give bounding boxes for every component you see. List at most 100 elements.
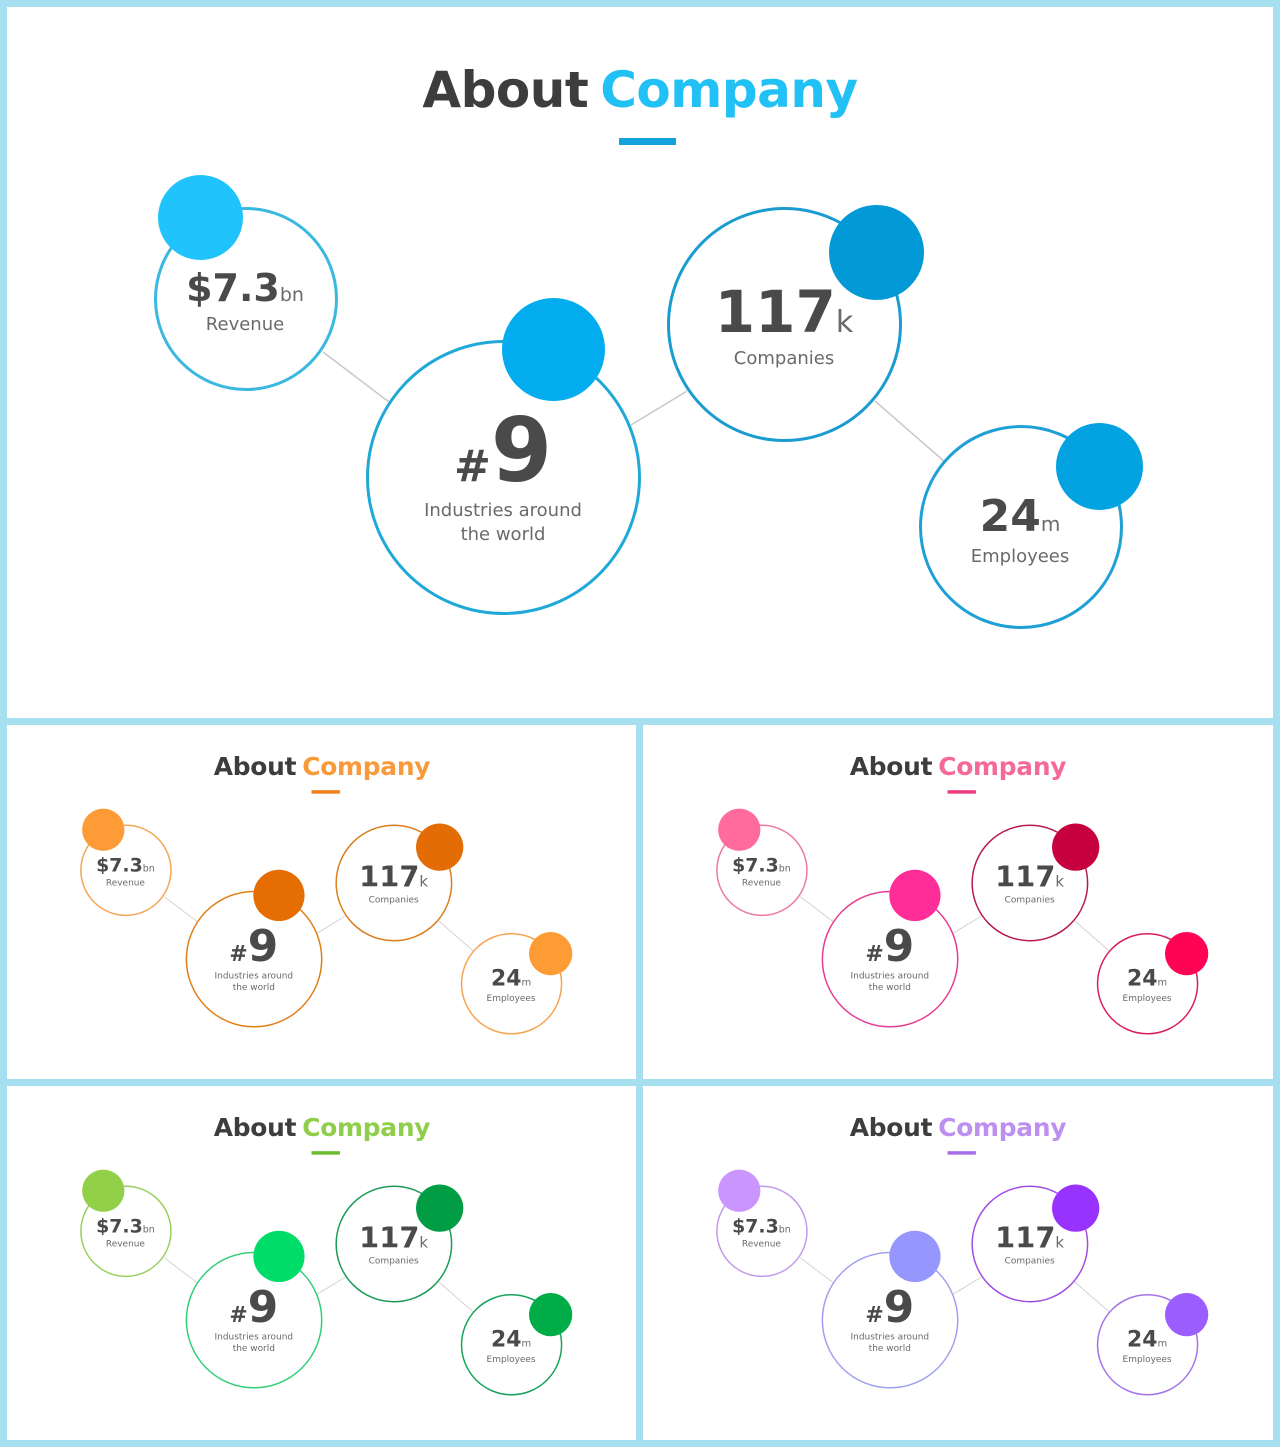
slide-orange: About Company $7.3bn Revenue #9 Industrie… — [7, 725, 636, 1079]
title-highlight: Company — [302, 1112, 431, 1142]
title-underline — [947, 790, 976, 794]
slide-purple: About Company $7.3bn Revenue #9 Industrie… — [643, 1086, 1273, 1440]
industries-stat: #9 Industries around the world — [187, 924, 320, 994]
industries-label: Industries around the world — [823, 1331, 956, 1355]
industries-label: Industries around the world — [369, 499, 637, 548]
revenue-ring — [154, 207, 338, 391]
employees-stat: 24m Employees — [922, 495, 1118, 569]
industries-label-line1: Industries around — [850, 970, 930, 981]
companies-dot — [1052, 823, 1100, 871]
slide-title: About Company — [643, 1115, 1273, 1140]
revenue-dot — [158, 175, 243, 260]
title-highlight: Company — [938, 751, 1067, 781]
slide-pink: About Company $7.3bn Revenue #9 Industrie… — [643, 725, 1273, 1079]
connector-line — [874, 400, 946, 463]
revenue-value: $7.3 — [96, 1214, 143, 1237]
revenue-unit: bn — [279, 284, 304, 306]
employees-value: 24 — [979, 491, 1041, 542]
connector-line — [164, 896, 200, 924]
companies-label: Companies — [733, 348, 835, 369]
employees-label: Employees — [1122, 993, 1172, 1004]
about-company-slide-purple: About Company $7.3bn Revenue #9 Industrie… — [643, 1086, 1273, 1440]
slide-blue: About Company $7.3bn Revenue #9 Industrie… — [7, 7, 1273, 718]
companies-dot — [829, 205, 924, 300]
employees-dot — [528, 1293, 573, 1337]
employees-value: 24 — [490, 965, 522, 992]
revenue-value: $7.3 — [732, 1214, 779, 1237]
companies-value: 117 — [359, 1220, 420, 1255]
revenue-label: Revenue — [105, 877, 145, 889]
industries-ring — [366, 340, 641, 615]
companies-label: Companies — [1004, 894, 1055, 906]
employees-dot — [1164, 1293, 1209, 1337]
connector-line — [800, 896, 836, 924]
about-company-slide-green: About Company $7.3bn Revenue #9 Industrie… — [7, 1086, 636, 1440]
industries-value: 9 — [883, 1281, 915, 1333]
companies-dot — [1052, 1184, 1100, 1232]
companies-value: 117 — [714, 278, 836, 346]
industries-stat: #9 Industries around the world — [823, 1285, 956, 1355]
employees-value: 24 — [490, 1326, 522, 1353]
connector-line — [164, 1257, 200, 1285]
employees-dot — [1164, 932, 1209, 976]
companies-unit: k — [419, 1234, 429, 1252]
industries-label: Industries around the world — [187, 1331, 320, 1355]
employees-stat: 24m Employees — [462, 1329, 560, 1366]
title-highlight: Company — [600, 61, 858, 119]
companies-stat: 117k Companies — [336, 862, 450, 906]
companies-stat: 117k Companies — [972, 862, 1086, 906]
slide-green: About Company $7.3bn Revenue #9 Industrie… — [7, 1086, 636, 1440]
employees-stat: 24m Employees — [1098, 968, 1196, 1005]
title-prefix: About — [213, 1112, 297, 1142]
industries-dot — [253, 869, 305, 922]
companies-unit: k — [1055, 1234, 1065, 1252]
industries-label-line2: the world — [232, 1343, 275, 1354]
employees-label: Employees — [1122, 1354, 1172, 1365]
connector-line — [438, 920, 474, 952]
connector-line — [317, 1276, 346, 1295]
connector-lines — [164, 1257, 474, 1313]
revenue-value: $7.3 — [732, 853, 779, 876]
connector-line — [438, 1281, 474, 1313]
industries-stat: #9 Industries around the world — [187, 1285, 320, 1355]
employees-unit: m — [521, 1337, 532, 1350]
revenue-value: $7.3 — [186, 266, 280, 310]
industries-stat: #9 Industries around the world — [823, 924, 956, 994]
employees-label: Employees — [970, 546, 1070, 567]
employees-value: 24 — [1126, 1326, 1158, 1353]
connector-line — [1074, 920, 1110, 952]
industries-value: 9 — [883, 920, 915, 972]
industries-label: Industries around the world — [187, 970, 320, 994]
employees-value: 24 — [1126, 965, 1158, 992]
industries-dot — [889, 1230, 941, 1283]
employees-unit: m — [1157, 976, 1168, 989]
companies-unit: k — [1055, 873, 1065, 891]
industries-stat: #9 Industries around the world — [369, 407, 637, 548]
industries-label-line2: the world — [868, 982, 911, 993]
about-company-slide-orange: About Company $7.3bn Revenue #9 Industrie… — [7, 725, 636, 1079]
industries-label: Industries around the world — [823, 970, 956, 994]
revenue-label: Revenue — [741, 877, 781, 889]
employees-stat: 24m Employees — [462, 968, 560, 1005]
employees-dot — [1056, 423, 1143, 510]
companies-stat: 117k Companies — [972, 1223, 1086, 1267]
industries-ring — [185, 1251, 323, 1389]
revenue-dot — [82, 1169, 125, 1212]
companies-label: Companies — [368, 894, 419, 906]
title-underline — [947, 1151, 976, 1155]
companies-dot — [416, 1184, 464, 1232]
industries-label-line1: Industries around — [850, 1331, 930, 1342]
companies-stat: 117k Companies — [669, 283, 899, 371]
slide-title: About Company — [7, 65, 1273, 115]
companies-value: 117 — [359, 859, 420, 894]
industries-label-line2: the world — [460, 524, 546, 546]
employees-unit: m — [1040, 512, 1061, 536]
revenue-label: Revenue — [741, 1238, 781, 1250]
about-company-slide-pink: About Company $7.3bn Revenue #9 Industrie… — [643, 725, 1273, 1079]
connector-lines — [322, 351, 946, 463]
title-highlight: Company — [302, 751, 431, 781]
connector-line — [317, 915, 346, 934]
connector-line — [800, 1257, 836, 1285]
about-company-slide-blue: About Company $7.3bn Revenue #9 Industrie… — [7, 7, 1273, 718]
title-prefix: About — [849, 751, 933, 781]
